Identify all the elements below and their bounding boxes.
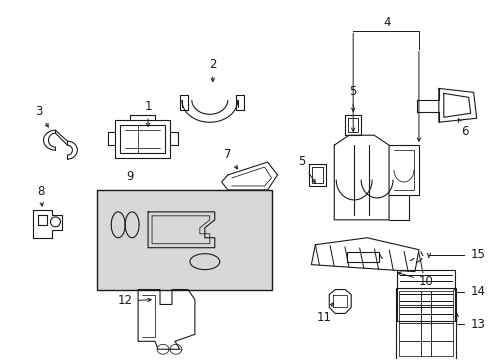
Text: 12: 12 [118, 294, 151, 307]
Bar [97, 190, 271, 289]
Bar [396, 270, 454, 321]
Text: 6: 6 [457, 119, 468, 138]
Bar [398, 291, 452, 356]
Text: 10: 10 [397, 272, 433, 288]
Text: 15: 15 [470, 248, 485, 261]
Text: 8: 8 [37, 185, 44, 206]
Text: 1: 1 [144, 100, 151, 126]
Bar [395, 288, 455, 359]
Text: 11: 11 [316, 303, 333, 324]
Text: 7: 7 [224, 148, 237, 169]
Text: 13: 13 [470, 318, 485, 331]
Text: 4: 4 [383, 16, 390, 29]
Text: 3: 3 [35, 105, 48, 127]
Text: 5: 5 [349, 85, 356, 111]
Text: 2: 2 [208, 58, 216, 82]
Text: 9: 9 [126, 170, 134, 183]
Text: 14: 14 [470, 285, 485, 298]
Text: 5: 5 [297, 155, 315, 183]
